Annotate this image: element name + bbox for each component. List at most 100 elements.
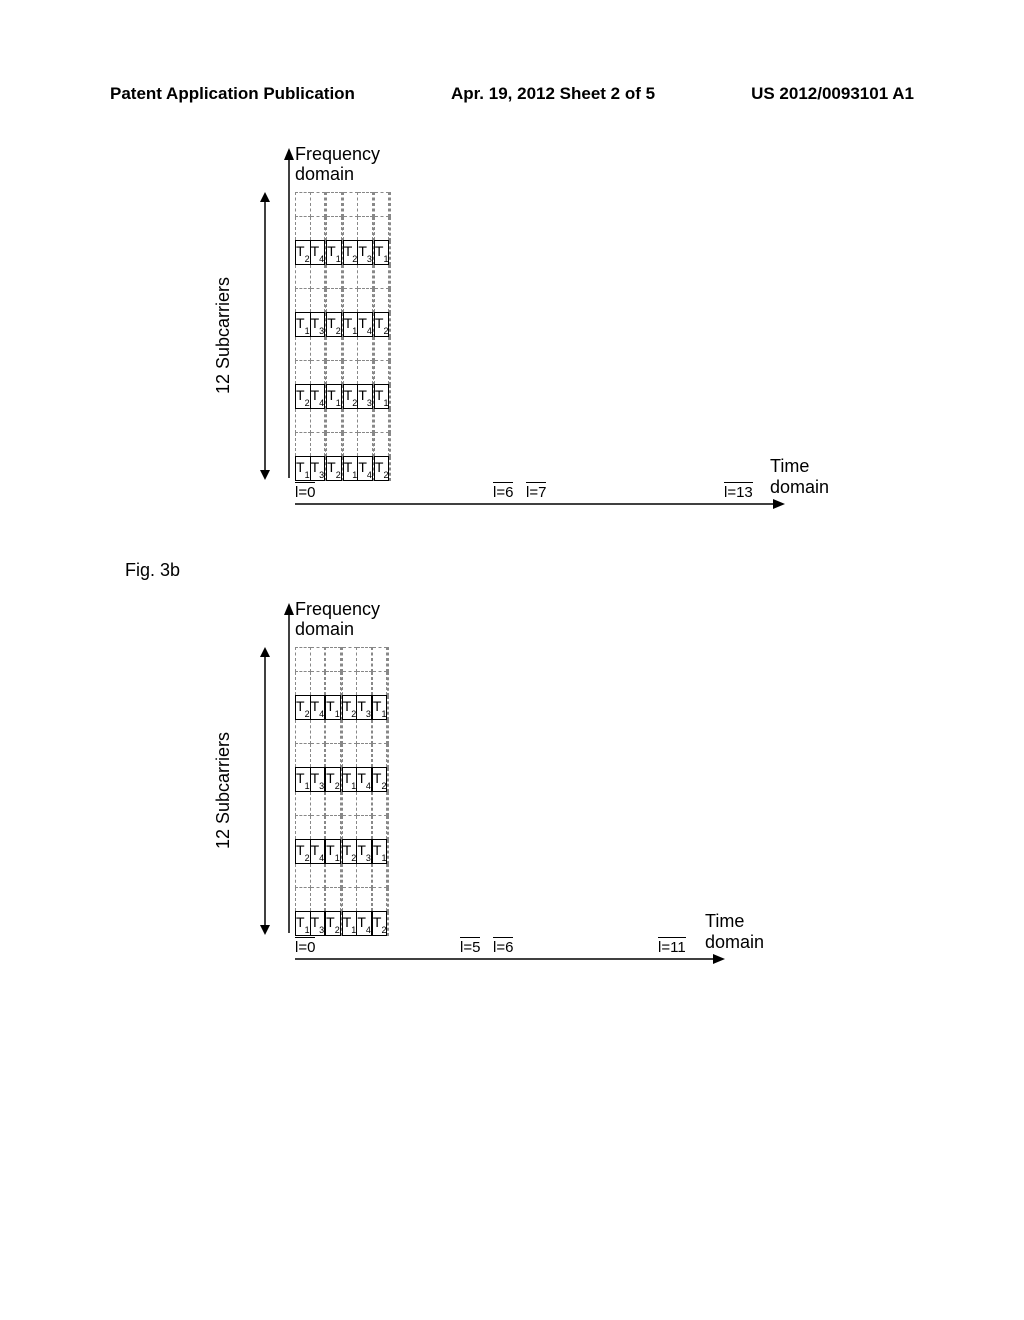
grid-cell xyxy=(372,888,387,912)
grid-cell xyxy=(327,409,342,433)
grid-cell: T2 xyxy=(327,313,342,337)
grid-cell xyxy=(310,337,325,361)
grid-cell: T3 xyxy=(358,241,373,265)
grid-cell xyxy=(374,337,389,361)
grid-cell xyxy=(357,648,372,672)
grid-cell xyxy=(296,337,311,361)
grid-cell xyxy=(390,385,391,409)
grid-cell xyxy=(343,433,358,457)
grid-cell: T1 xyxy=(296,912,311,936)
grid-cell xyxy=(326,744,341,768)
grid-a: T2T4T1T2T3T1T1T3T2T1T4T2T2T4T1T2T3T1T1T3… xyxy=(295,192,391,481)
grid-cell xyxy=(342,888,357,912)
grid-cell xyxy=(388,648,389,672)
grid-cell xyxy=(310,265,325,289)
grid-cell xyxy=(358,361,373,385)
grid-cell xyxy=(342,744,357,768)
subcarrier-bracket-icon-b xyxy=(251,647,273,935)
grid-cell xyxy=(374,409,389,433)
grid-cell xyxy=(390,193,391,217)
grid-cell xyxy=(327,337,342,361)
grid-cell xyxy=(296,217,311,241)
grid-cell: T2 xyxy=(326,768,341,792)
grid-cell: T2 xyxy=(374,313,389,337)
grid-b: T2T4T1T2T3T1T1T3T2T1T4T2T2T4T1T2T3T1T1T3… xyxy=(295,647,389,936)
grid-cell xyxy=(374,289,389,313)
grid-cell xyxy=(310,433,325,457)
grid-cell xyxy=(327,265,342,289)
grid-cell xyxy=(372,720,387,744)
grid-cell xyxy=(358,409,373,433)
grid-cell: T4 xyxy=(358,457,373,481)
grid-cell: T2 xyxy=(372,912,387,936)
grid-cell: T1 xyxy=(342,768,357,792)
grid-cell: T4 xyxy=(357,912,372,936)
grid-cell xyxy=(310,648,325,672)
grid-cell xyxy=(343,337,358,361)
grid-cell xyxy=(296,361,311,385)
grid-cell xyxy=(310,409,325,433)
grid-cell xyxy=(374,193,389,217)
grid-cell xyxy=(327,361,342,385)
grid-cell: T2 xyxy=(327,457,342,481)
grid-cell xyxy=(343,265,358,289)
grid-cell xyxy=(357,744,372,768)
grid-cell xyxy=(296,816,311,840)
grid-cell xyxy=(390,433,391,457)
grid-cell: T1 xyxy=(326,840,341,864)
grid-cell: T3 xyxy=(310,313,325,337)
grid-cell: T2 xyxy=(296,840,311,864)
grid-cell xyxy=(388,912,389,936)
grid-cell xyxy=(310,193,325,217)
grid-cell xyxy=(296,648,311,672)
grid-cell xyxy=(374,433,389,457)
freq-arrow-icon-b xyxy=(283,603,295,933)
grid-cell: T2 xyxy=(342,696,357,720)
grid-cell xyxy=(296,888,311,912)
grid-cell xyxy=(296,720,311,744)
grid-cell: T4 xyxy=(357,768,372,792)
grid-cell xyxy=(372,672,387,696)
grid-cell: T3 xyxy=(358,385,373,409)
grid-cell xyxy=(390,217,391,241)
page-header: Patent Application Publication Apr. 19, … xyxy=(0,84,1024,104)
grid-cell xyxy=(296,265,311,289)
grid-cell: T1 xyxy=(296,313,311,337)
grid-cell xyxy=(326,864,341,888)
grid-cell xyxy=(343,409,358,433)
grid-cell: T4 xyxy=(310,385,325,409)
x-tick-label: l=13 xyxy=(724,482,753,501)
grid-cell: T2 xyxy=(342,840,357,864)
grid-cell xyxy=(357,792,372,816)
grid-cell xyxy=(326,648,341,672)
x-tick-label: l=6 xyxy=(493,482,513,501)
grid-cell xyxy=(358,337,373,361)
grid-cell xyxy=(327,433,342,457)
grid-cell xyxy=(310,217,325,241)
grid-cell: T2 xyxy=(326,912,341,936)
grid-cell xyxy=(310,744,325,768)
grid-cell xyxy=(358,217,373,241)
grid-cell xyxy=(388,744,389,768)
grid-cell: T1 xyxy=(326,696,341,720)
grid-cell xyxy=(390,313,391,337)
grid-cell xyxy=(374,265,389,289)
grid-cell xyxy=(388,816,389,840)
grid-cell xyxy=(390,337,391,361)
grid-cell: T1 xyxy=(296,457,311,481)
grid-cell: T1 xyxy=(343,457,358,481)
grid-cell xyxy=(388,888,389,912)
grid-cell xyxy=(310,816,325,840)
grid-cell xyxy=(326,672,341,696)
grid-cell xyxy=(342,672,357,696)
grid-cell: T3 xyxy=(310,768,325,792)
grid-cell xyxy=(310,720,325,744)
grid-cell: T1 xyxy=(343,313,358,337)
grid-cell xyxy=(390,457,391,481)
grid-cell xyxy=(390,289,391,313)
x-tick-label: l=6 xyxy=(493,937,513,956)
time-axis-label-b: Time domain xyxy=(705,911,764,952)
figure-caption: Fig. 3b xyxy=(125,560,180,581)
grid-cell xyxy=(310,888,325,912)
grid-cell xyxy=(390,361,391,385)
